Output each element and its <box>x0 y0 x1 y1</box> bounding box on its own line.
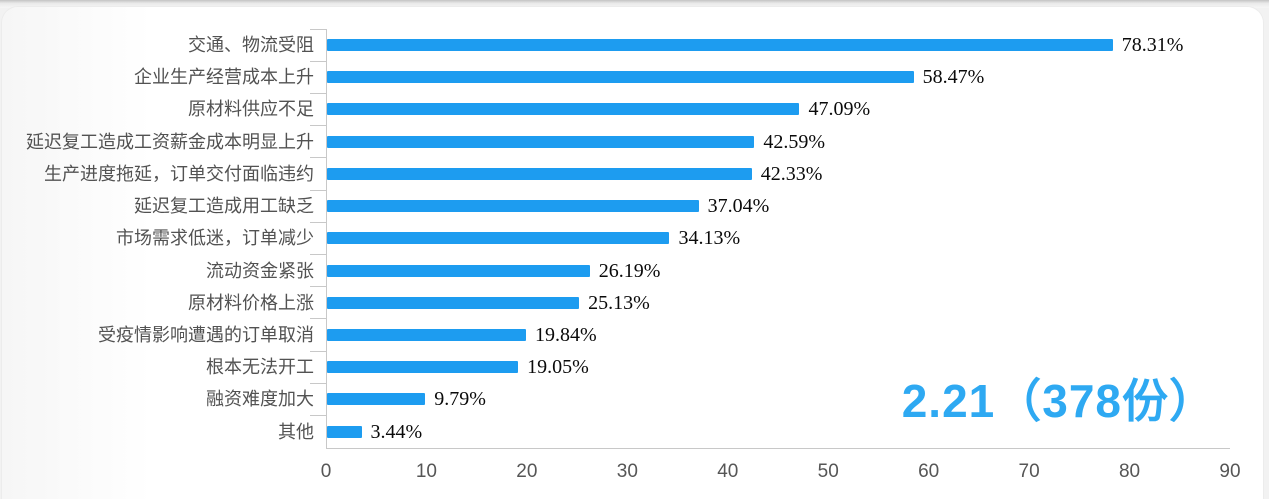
category-label: 市场需求低迷，订单减少 <box>116 228 314 249</box>
x-tick-label: 80 <box>1118 461 1141 482</box>
x-tick-label: 10 <box>415 461 438 482</box>
value-label: 42.59% <box>763 130 825 153</box>
bar[interactable] <box>327 135 755 148</box>
bar[interactable] <box>327 71 914 84</box>
bar[interactable] <box>327 296 580 309</box>
bar[interactable] <box>327 167 752 180</box>
bar-zone: 3.44% <box>310 415 1230 448</box>
x-axis-line <box>326 448 1230 449</box>
bar[interactable] <box>327 328 527 341</box>
chart-annotation: 2.21（378份） <box>901 375 1216 427</box>
x-tick-label: 90 <box>1219 461 1241 482</box>
y-axis-tick <box>310 286 326 288</box>
bar[interactable] <box>327 264 590 277</box>
value-label: 58.47% <box>922 66 985 89</box>
bar-zone: 9.79% <box>310 382 1230 416</box>
y-axis-tick <box>310 157 326 159</box>
bar-zone: 58.47% <box>310 60 1230 94</box>
x-tick-label: 70 <box>1018 461 1040 482</box>
category-label: 企业生产经营成本上升 <box>134 67 314 88</box>
bar[interactable] <box>327 393 426 406</box>
x-axis-labels: 0 10 20 30 40 50 60 70 80 90 <box>321 459 1241 489</box>
category-label: 融资难度加大 <box>206 389 314 410</box>
y-axis-tick <box>310 125 326 127</box>
y-axis-tick <box>310 415 326 417</box>
x-tick-label: 40 <box>717 461 739 482</box>
bar-chart: 交通、物流受阻 78.31% 企业生产经营成本上升 58.47% 原材料供应不足 47.0… <box>2 28 1263 448</box>
bar-row: 融资难度加大 9.79% <box>2 382 1263 416</box>
bar-zone: 25.13% <box>310 286 1230 319</box>
bar-zone: 78.31% <box>310 28 1230 62</box>
category-label: 生产进度拖延，订单交付面临违约 <box>44 163 314 184</box>
value-label: 78.31% <box>1121 34 1184 56</box>
y-axis-tick <box>310 318 326 320</box>
bar-row: 流动资金紧张 26.19% <box>2 254 1263 287</box>
bar-row: 根本无法开工 19.05% <box>2 350 1263 384</box>
value-label: 9.79% <box>434 388 486 411</box>
bar-zone: 47.09% <box>310 92 1230 126</box>
bar-row: 交通、物流受阻 78.31% <box>2 28 1263 62</box>
window-top-edge <box>0 0 1269 8</box>
x-tick-label: 60 <box>918 461 940 482</box>
bar-row: 其他 3.44% <box>2 415 1263 448</box>
value-label: 34.13% <box>678 227 741 250</box>
category-label: 根本无法开工 <box>206 357 314 378</box>
bar-row: 受疫情影响遭遇的订单取消 19.84% <box>2 318 1263 352</box>
category-label: 延迟复工造成工资薪金成本明显上升 <box>26 131 314 152</box>
x-tick-label: 30 <box>616 461 638 482</box>
bar-row: 企业生产经营成本上升 58.47% <box>2 60 1263 94</box>
value-label: 19.84% <box>535 323 597 346</box>
y-axis-tick <box>310 189 326 191</box>
value-label: 25.13% <box>588 291 650 314</box>
bar-row: 原材料供应不足 47.09% <box>2 92 1263 126</box>
bar-row: 原材料价格上涨 25.13% <box>2 286 1263 319</box>
category-label: 原材料价格上涨 <box>188 292 314 313</box>
bar-row: 延迟复工造成用工缺乏 37.04% <box>2 189 1263 223</box>
y-axis-tick <box>310 221 326 223</box>
value-label: 37.04% <box>707 195 770 218</box>
bar-zone: 37.04% <box>310 189 1230 223</box>
y-axis-tick <box>310 350 326 352</box>
category-label: 原材料供应不足 <box>188 99 314 120</box>
category-label: 交通、物流受阻 <box>188 35 314 55</box>
y-axis-tick <box>310 28 326 30</box>
value-label: 42.33% <box>760 162 823 185</box>
bar-zone: 34.13% <box>310 221 1230 255</box>
bar[interactable] <box>327 39 1113 51</box>
category-label: 其他 <box>278 421 314 442</box>
value-label: 3.44% <box>370 420 423 443</box>
x-tick-label: 20 <box>516 461 538 482</box>
value-label: 19.05% <box>527 356 589 379</box>
category-label: 流动资金紧张 <box>206 260 314 281</box>
bar[interactable] <box>327 200 699 213</box>
bar-zone: 26.19% <box>310 254 1230 287</box>
bar-row: 市场需求低迷，订单减少 34.13% <box>2 221 1263 255</box>
y-axis-tick <box>310 382 326 384</box>
chart-card: 交通、物流受阻 78.31% 企业生产经营成本上升 58.47% 原材料供应不足 47.0… <box>2 7 1263 499</box>
bar-zone: 42.33% <box>310 157 1230 191</box>
bar-zone: 19.84% <box>310 318 1230 352</box>
bar[interactable] <box>327 232 670 245</box>
bar-row: 生产进度拖延，订单交付面临违约 42.33% <box>2 157 1263 191</box>
category-label: 受疫情影响遭遇的订单取消 <box>98 324 314 345</box>
value-label: 26.19% <box>598 259 661 282</box>
bar-zone: 19.05% <box>310 350 1230 384</box>
bar[interactable] <box>327 425 362 438</box>
y-axis-tick <box>310 254 326 256</box>
bar-row: 延迟复工造成工资薪金成本明显上升 42.59% <box>2 125 1263 158</box>
x-tick-label: 0 <box>320 461 332 482</box>
x-tick-label: 50 <box>817 461 839 482</box>
bar-zone: 42.59% <box>310 125 1230 158</box>
y-axis-tick <box>310 60 326 62</box>
bar[interactable] <box>327 361 519 374</box>
y-axis-tick <box>310 92 326 94</box>
category-label: 延迟复工造成用工缺乏 <box>134 196 314 217</box>
bar[interactable] <box>327 103 800 116</box>
value-label: 47.09% <box>808 98 871 121</box>
